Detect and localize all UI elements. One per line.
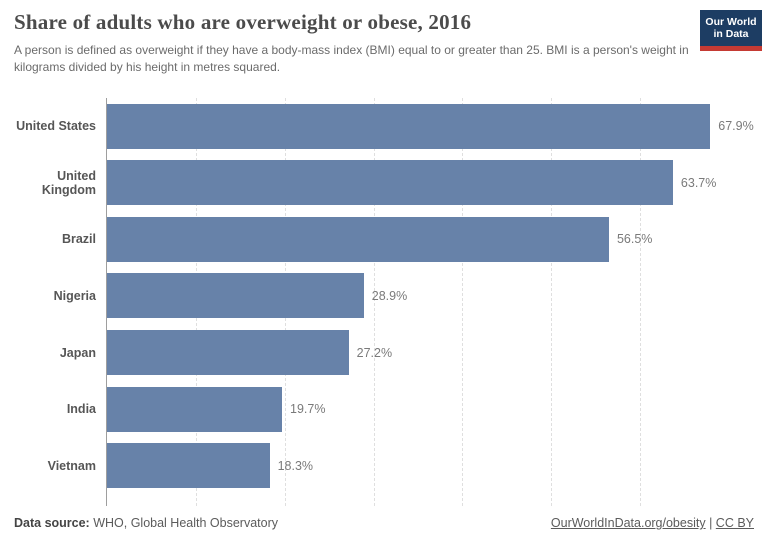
owid-url-link[interactable]: OurWorldInData.org/obesity bbox=[550, 516, 706, 530]
owid-logo-line2: in Data bbox=[713, 28, 749, 40]
value-label: 63.7% bbox=[680, 175, 717, 190]
owid-logo-line1: Our World bbox=[705, 15, 757, 28]
bar-rows: United States 67.9% United Kingdom 63.7% Bra… bbox=[0, 98, 768, 494]
gridline bbox=[462, 98, 464, 506]
bar-track: 27.2% bbox=[107, 330, 768, 376]
bar-row: Nigeria 28.9% bbox=[0, 268, 768, 325]
bar[interactable] bbox=[107, 103, 711, 149]
bar-track: 67.9% bbox=[107, 103, 768, 149]
value-label: 18.3% bbox=[277, 458, 314, 473]
bar-track: 19.7% bbox=[107, 386, 768, 432]
value-label: 56.5% bbox=[616, 232, 653, 247]
bar-track: 56.5% bbox=[107, 216, 768, 262]
country-label: Vietnam bbox=[47, 458, 96, 473]
country-label: United States bbox=[16, 119, 96, 134]
country-label: Japan bbox=[59, 345, 96, 360]
bar-row: United States 67.9% bbox=[0, 98, 768, 155]
value-label: 67.9% bbox=[718, 119, 754, 134]
data-source-value: WHO, Global Health Observatory bbox=[89, 516, 278, 530]
gridline bbox=[373, 98, 375, 506]
gridline bbox=[551, 98, 553, 506]
value-label: 28.9% bbox=[371, 288, 408, 303]
bar-row: United Kingdom 63.7% bbox=[0, 155, 768, 212]
chart-header: Share of adults who are overweight or ob… bbox=[14, 10, 754, 75]
bar[interactable] bbox=[107, 273, 364, 319]
country-label: Brazil bbox=[61, 232, 96, 247]
country-label: India bbox=[66, 402, 96, 417]
bar[interactable] bbox=[107, 160, 673, 206]
data-source: Data source: WHO, Global Health Observat… bbox=[14, 516, 278, 530]
country-label: United Kingdom bbox=[41, 168, 96, 197]
bar-row: Vietnam 18.3% bbox=[0, 437, 768, 494]
bar-row: Brazil 56.5% bbox=[0, 211, 768, 268]
license-link[interactable]: CC BY bbox=[715, 516, 754, 530]
owid-logo[interactable]: Our World in Data bbox=[700, 10, 762, 51]
bar[interactable] bbox=[107, 216, 609, 262]
bar[interactable] bbox=[107, 386, 283, 432]
chart-subtitle: A person is defined as overweight if the… bbox=[14, 43, 689, 74]
bar-row: India 19.7% bbox=[0, 381, 768, 438]
bar-track: 28.9% bbox=[107, 273, 768, 319]
bar-track: 63.7% bbox=[107, 160, 768, 206]
gridline bbox=[640, 98, 642, 506]
value-label: 19.7% bbox=[290, 402, 326, 417]
data-source-label: Data source: bbox=[14, 516, 90, 530]
bar-track: 18.3% bbox=[107, 443, 768, 489]
country-label: Nigeria bbox=[53, 288, 96, 303]
value-label: 27.2% bbox=[356, 345, 393, 360]
bar-row: Japan 27.2% bbox=[0, 324, 768, 381]
footer-links: OurWorldInData.org/obesity | CC BY bbox=[551, 516, 754, 530]
bar[interactable] bbox=[107, 443, 270, 489]
chart-footer: Data source: WHO, Global Health Observat… bbox=[14, 516, 754, 530]
bar-chart: United States 67.9% United Kingdom 63.7% Bra… bbox=[0, 98, 768, 506]
bar[interactable] bbox=[107, 330, 349, 376]
chart-title: Share of adults who are overweight or ob… bbox=[14, 10, 472, 34]
link-separator: | bbox=[705, 516, 716, 530]
